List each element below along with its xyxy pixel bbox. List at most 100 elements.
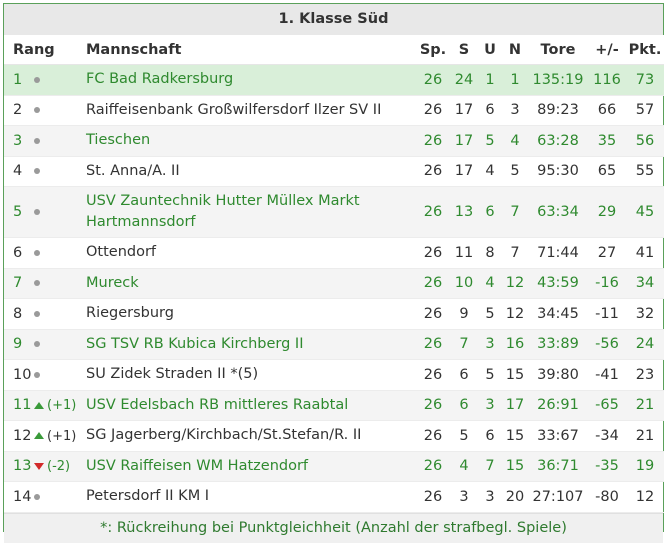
team-name-link[interactable]: Raiffeisenbank Großwilfersdorf Ilzer SV …	[82, 95, 416, 126]
rank-cell: 13	[4, 451, 34, 482]
trend-same-icon	[34, 137, 40, 144]
points-cell: 32	[626, 298, 664, 330]
trend-cell	[34, 237, 82, 269]
trend-same-icon	[34, 76, 40, 83]
table-row[interactable]: 4 St. Anna/A. II 26 17 4 5 95:30 65 55	[4, 156, 664, 187]
table-row[interactable]: 7 Mureck 26 10 4 12 43:59 -16 34	[4, 268, 664, 299]
table-row[interactable]: 10 SU Zidek Straden II *(5) 26 6 5 15 39:80 -41…	[4, 359, 664, 391]
header-played[interactable]: Sp.	[416, 35, 450, 65]
table-row[interactable]: 8 Riegersburg 26 9 5 12 34:45 -11 32	[4, 298, 664, 330]
header-team[interactable]: Mannschaft	[82, 35, 416, 65]
trend-cell	[34, 329, 82, 360]
team-name-link[interactable]: USV Zauntechnik Hutter Müllex Markt Hart…	[82, 186, 416, 238]
played-cell: 26	[416, 451, 450, 482]
trend-cell	[34, 95, 82, 126]
played-cell: 26	[416, 156, 450, 187]
points-cell: 24	[626, 329, 664, 360]
team-name-link[interactable]: SG Jagerberg/Kirchbach/St.Stefan/R. II	[82, 420, 416, 452]
diff-cell: -80	[588, 481, 626, 513]
trend-down-icon	[34, 462, 44, 470]
header-won[interactable]: S	[450, 35, 478, 65]
header-points[interactable]: Pkt.	[626, 35, 664, 65]
team-name-link[interactable]: USV Edelsbach RB mittleres Raabtal	[82, 390, 416, 421]
trend-cell	[34, 268, 82, 299]
header-goals[interactable]: Tore	[528, 35, 588, 65]
trend-up-icon	[34, 432, 44, 440]
trend-same-icon	[34, 371, 40, 378]
table-row[interactable]: 11 (+1) USV Edelsbach RB mittleres Raabtal…	[4, 390, 664, 421]
trend-cell	[34, 186, 82, 238]
table-row[interactable]: 1 FC Bad Radkersburg 26 24 1 1 135:19 116 73	[4, 64, 664, 96]
lost-cell: 12	[502, 268, 528, 299]
won-cell: 4	[450, 451, 478, 482]
team-name-link[interactable]: St. Anna/A. II	[82, 156, 416, 187]
draw-cell: 5	[478, 359, 502, 391]
rank-cell: 5	[4, 186, 34, 238]
played-cell: 26	[416, 237, 450, 269]
trend-cell	[34, 481, 82, 513]
header-lost[interactable]: N	[502, 35, 528, 65]
table-row[interactable]: 13 (-2) USV Raiffeisen WM Hatzendorf 26 4 7 15…	[4, 451, 664, 482]
lost-cell: 1	[502, 64, 528, 96]
table-row[interactable]: 3 Tieschen 26 17 5 4 63:28 35 56	[4, 125, 664, 157]
played-cell: 26	[416, 359, 450, 391]
trend-cell	[34, 64, 82, 96]
table-row[interactable]: 14 Petersdorf II KM I 26 3 3 20 27:107 -80 12	[4, 481, 664, 513]
points-cell: 56	[626, 125, 664, 157]
points-cell: 41	[626, 237, 664, 269]
table-row[interactable]: 12 (+1) SG Jagerberg/Kirchbach/St.Stefan/R…	[4, 420, 664, 452]
diff-cell: 66	[588, 95, 626, 126]
header-rank[interactable]: Rang	[4, 35, 82, 65]
team-name-link[interactable]: SG TSV RB Kubica Kirchberg II	[82, 329, 416, 360]
lost-cell: 15	[502, 420, 528, 452]
played-cell: 26	[416, 481, 450, 513]
draw-cell: 4	[478, 268, 502, 299]
rank-cell: 10	[4, 359, 34, 391]
diff-cell: 29	[588, 186, 626, 238]
team-name-link[interactable]: Riegersburg	[82, 298, 416, 330]
draw-cell: 1	[478, 64, 502, 96]
trend-same-icon	[34, 493, 40, 500]
header-diff[interactable]: +/-	[588, 35, 626, 65]
won-cell: 17	[450, 95, 478, 126]
team-name-link[interactable]: SU Zidek Straden II *(5)	[82, 359, 416, 391]
team-name-link[interactable]: FC Bad Radkersburg	[82, 64, 416, 96]
goals-cell: 63:34	[528, 186, 588, 238]
won-cell: 11	[450, 237, 478, 269]
played-cell: 26	[416, 95, 450, 126]
team-name-link[interactable]: Tieschen	[82, 125, 416, 157]
lost-cell: 16	[502, 329, 528, 360]
points-cell: 21	[626, 420, 664, 452]
won-cell: 3	[450, 481, 478, 513]
trend-cell: (+1)	[34, 390, 82, 421]
header-draw[interactable]: U	[478, 35, 502, 65]
goals-cell: 89:23	[528, 95, 588, 126]
played-cell: 26	[416, 125, 450, 157]
points-cell: 21	[626, 390, 664, 421]
draw-cell: 3	[478, 390, 502, 421]
won-cell: 9	[450, 298, 478, 330]
goals-cell: 34:45	[528, 298, 588, 330]
team-name-link[interactable]: Ottendorf	[82, 237, 416, 269]
won-cell: 6	[450, 359, 478, 391]
table-row[interactable]: 2 Raiffeisenbank Großwilfersdorf Ilzer SV…	[4, 95, 664, 126]
diff-cell: -65	[588, 390, 626, 421]
won-cell: 17	[450, 156, 478, 187]
diff-cell: -34	[588, 420, 626, 452]
trend-same-icon	[34, 341, 40, 348]
trend-same-icon	[34, 249, 40, 256]
played-cell: 26	[416, 268, 450, 299]
team-name-link[interactable]: USV Raiffeisen WM Hatzendorf	[82, 451, 416, 482]
won-cell: 24	[450, 64, 478, 96]
trend-same-icon	[34, 209, 40, 215]
team-name-link[interactable]: Petersdorf II KM I	[82, 481, 416, 513]
played-cell: 26	[416, 420, 450, 452]
table-row[interactable]: 5 USV Zauntechnik Hutter Müllex Markt Har…	[4, 186, 664, 238]
played-cell: 26	[416, 390, 450, 421]
trend-cell: (-2)	[34, 451, 82, 482]
goals-cell: 95:30	[528, 156, 588, 187]
standings-panel: 1. Klasse Süd Rang Mannschaft Sp. S U N …	[3, 3, 664, 543]
table-row[interactable]: 9 SG TSV RB Kubica Kirchberg II 26 7 3 16 33:8…	[4, 329, 664, 360]
table-row[interactable]: 6 Ottendorf 26 11 8 7 71:44 27 41	[4, 237, 664, 269]
team-name-link[interactable]: Mureck	[82, 268, 416, 299]
